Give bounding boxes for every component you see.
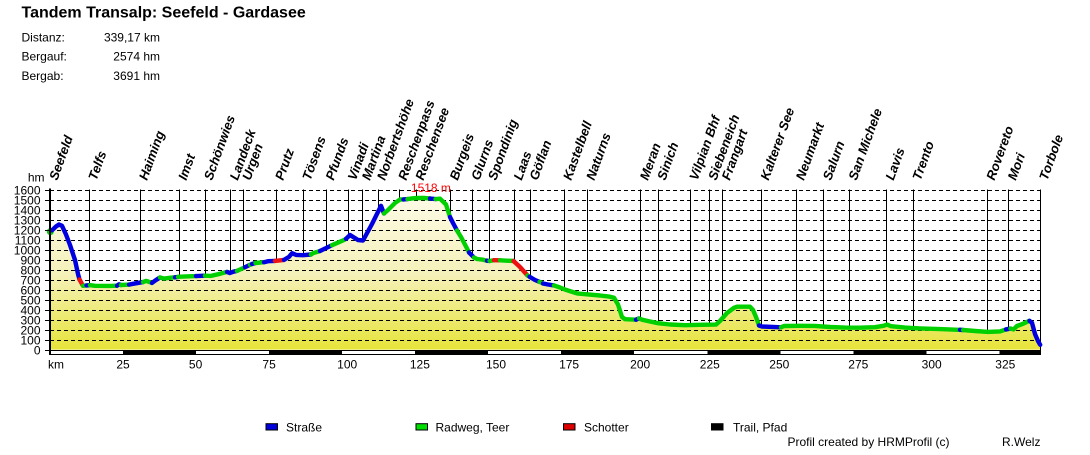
svg-text:75: 75: [262, 358, 276, 372]
svg-text:Radweg, Teer: Radweg, Teer: [436, 421, 510, 435]
svg-text:200: 200: [630, 358, 650, 372]
svg-text:1518 m: 1518 m: [411, 181, 451, 195]
svg-text:0: 0: [34, 343, 41, 357]
svg-text:Straße: Straße: [286, 421, 322, 435]
svg-text:1600: 1600: [14, 183, 41, 197]
svg-text:1200: 1200: [14, 223, 41, 237]
svg-text:100: 100: [337, 358, 357, 372]
svg-text:100: 100: [20, 333, 40, 347]
svg-text:km: km: [48, 358, 64, 372]
svg-text:339,17 km: 339,17 km: [104, 30, 160, 44]
svg-text:1400: 1400: [14, 203, 41, 217]
svg-text:500: 500: [20, 293, 40, 307]
svg-text:400: 400: [20, 303, 40, 317]
svg-text:50: 50: [189, 358, 203, 372]
svg-text:275: 275: [848, 358, 868, 372]
svg-text:Bergab:: Bergab:: [22, 69, 64, 83]
svg-text:300: 300: [922, 358, 942, 372]
svg-text:125: 125: [410, 358, 430, 372]
svg-text:300: 300: [20, 313, 40, 327]
svg-text:Tandem Transalp: Seefeld - Gar: Tandem Transalp: Seefeld - Gardasee: [22, 5, 306, 22]
svg-text:900: 900: [20, 253, 40, 267]
svg-text:600: 600: [20, 283, 40, 297]
svg-text:1300: 1300: [14, 213, 41, 227]
svg-text:325: 325: [995, 358, 1015, 372]
svg-text:225: 225: [700, 358, 720, 372]
svg-text:250: 250: [769, 358, 789, 372]
svg-text:200: 200: [20, 323, 40, 337]
svg-text:1000: 1000: [14, 243, 41, 257]
svg-text:1500: 1500: [14, 193, 41, 207]
svg-text:150: 150: [486, 358, 506, 372]
svg-text:hm: hm: [28, 171, 45, 185]
svg-text:Profil created by HRMProfil (c: Profil created by HRMProfil (c): [788, 435, 950, 449]
svg-text:Schotter: Schotter: [584, 421, 629, 435]
svg-text:800: 800: [20, 263, 40, 277]
svg-text:25: 25: [116, 358, 130, 372]
svg-text:Distanz:: Distanz:: [22, 30, 65, 44]
svg-text:700: 700: [20, 273, 40, 287]
svg-text:R.Welz: R.Welz: [1002, 435, 1040, 449]
svg-text:Bergauf:: Bergauf:: [22, 50, 67, 64]
svg-text:175: 175: [559, 358, 579, 372]
svg-text:1100: 1100: [15, 233, 41, 247]
svg-text:Trail, Pfad: Trail, Pfad: [733, 421, 787, 435]
svg-text:2574 hm: 2574 hm: [113, 50, 160, 64]
svg-text:3691 hm: 3691 hm: [113, 69, 160, 83]
